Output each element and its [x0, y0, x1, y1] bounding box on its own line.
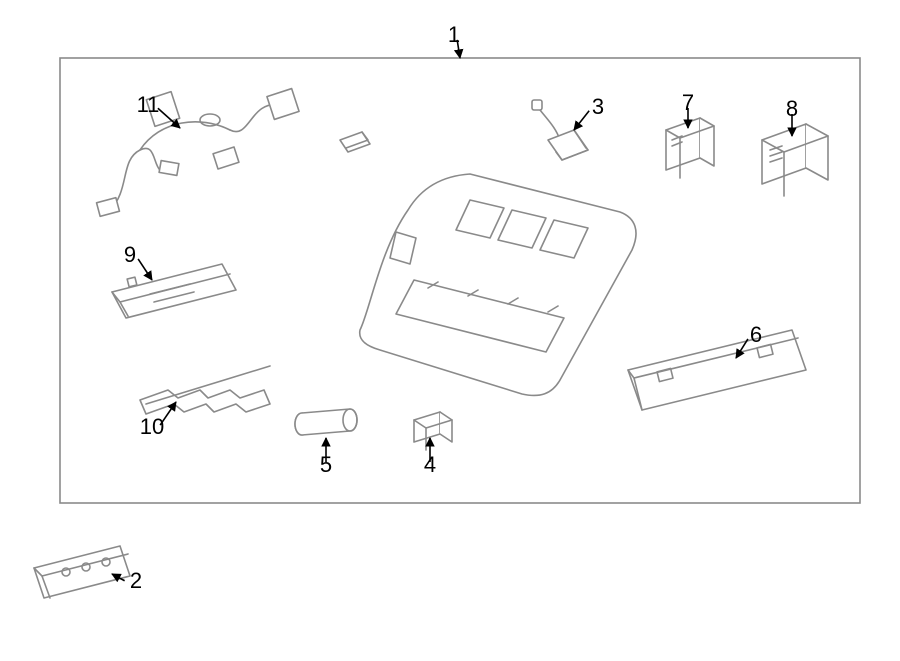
callout-number-3: 3: [592, 94, 604, 119]
part-2-module: [34, 546, 130, 598]
part-10-bracket: [140, 366, 270, 414]
part-4-cube: [414, 412, 452, 450]
callout-number-2: 2: [130, 568, 142, 593]
callout-number-6: 6: [750, 322, 762, 347]
callout-number-10: 10: [140, 414, 164, 439]
part-3-sensor: [532, 100, 588, 160]
part-9-light-module: [112, 264, 236, 318]
part-6-door: [628, 330, 806, 410]
part-console-bezel: [360, 174, 636, 395]
callout-number-8: 8: [786, 96, 798, 121]
callout-number-9: 9: [124, 242, 136, 267]
part-5-cylinder: [295, 409, 357, 435]
part-misc-block: [340, 132, 370, 152]
parts-diagram: 1 2 3 4 5 6 7 8 9 10 11: [0, 0, 900, 661]
callout-number-4: 4: [424, 452, 436, 477]
callout-number-11: 11: [137, 92, 160, 117]
part-11-wire-harness: [97, 89, 300, 217]
callout-number-7: 7: [682, 90, 694, 115]
callout-number-5: 5: [320, 452, 332, 477]
callout-leader-3: [574, 111, 589, 130]
part-8-module: [762, 124, 828, 196]
callout-number-1: 1: [448, 22, 460, 47]
part-7-switch: [666, 118, 714, 178]
callout-leader-9: [138, 259, 152, 280]
